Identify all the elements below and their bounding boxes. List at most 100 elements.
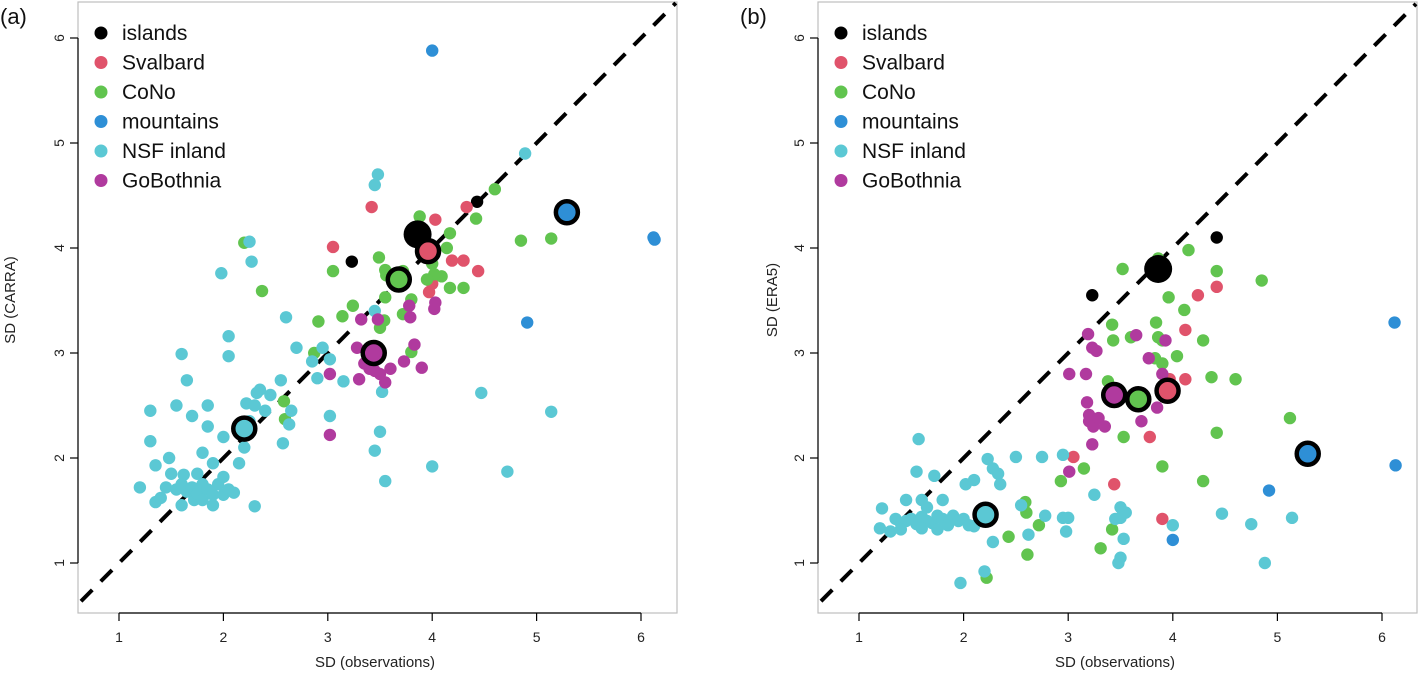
point-mountains <box>648 233 661 246</box>
mean-point-nsf-inland <box>231 415 258 442</box>
legend-marker-mountains <box>834 115 848 128</box>
point-cono <box>1205 370 1218 384</box>
point-cono <box>440 241 454 255</box>
point-nsf-inland <box>1285 511 1299 525</box>
point-nsf-inland <box>1022 528 1035 541</box>
point-gobothnia <box>403 299 416 312</box>
y-tick-label-b: 2 <box>791 454 807 462</box>
legend-marker-nsf-inland <box>94 144 108 158</box>
point-nsf-inland <box>368 444 381 457</box>
point-cono <box>346 299 360 312</box>
point-nsf-inland <box>1009 450 1023 464</box>
point-nsf-inland <box>986 535 1000 549</box>
legend-label-cono: CoNo <box>862 81 916 104</box>
point-gobothnia <box>355 313 368 326</box>
point-nsf-inland <box>1014 499 1028 512</box>
point-cono <box>1229 373 1242 386</box>
x-tick-label-a: 2 <box>220 629 228 645</box>
point-gobothnia <box>415 361 428 374</box>
x-tick-label-b: 2 <box>960 629 968 645</box>
point-nsf-inland <box>884 525 897 538</box>
point-svalbard <box>1179 373 1192 386</box>
point-nsf-inland <box>1088 488 1101 501</box>
point-nsf-inland <box>323 409 337 423</box>
point-cono <box>443 227 457 240</box>
point-nsf-inland <box>282 418 296 431</box>
point-gobothnia <box>1142 352 1155 365</box>
point-cono <box>1255 274 1268 287</box>
legend-marker-gobothnia <box>94 174 108 187</box>
point-gobothnia <box>350 341 364 354</box>
point-nsf-inland <box>258 404 272 417</box>
point-gobothnia <box>1063 465 1076 478</box>
point-cono <box>1196 334 1210 347</box>
point-cono <box>1116 262 1129 276</box>
point-nsf-inland <box>899 493 913 507</box>
point-mountains <box>1262 484 1276 497</box>
point-nsf-inland <box>206 488 220 501</box>
point-cono <box>457 281 470 295</box>
point-mountains <box>426 44 439 57</box>
y-axis-title-a: SD (CARRA) <box>2 256 19 344</box>
point-nsf-inland <box>375 385 389 399</box>
x-tick-label-b: 4 <box>1169 629 1177 645</box>
point-nsf-inland <box>967 473 981 487</box>
point-nsf-inland <box>144 404 157 417</box>
x-axis-title-b: SD (observations) <box>1055 654 1175 671</box>
point-nsf-inland <box>154 491 167 505</box>
point-nsf-inland <box>371 168 385 181</box>
point-nsf-inland <box>175 347 188 361</box>
point-nsf-inland <box>196 446 209 459</box>
point-mountains <box>1388 316 1401 329</box>
point-gobothnia <box>384 362 397 375</box>
point-cono <box>413 210 426 223</box>
point-cono <box>1106 334 1120 347</box>
y-tick-label-a: 3 <box>51 349 67 357</box>
mean-point-gobothnia <box>1100 381 1128 409</box>
point-islands <box>470 195 484 208</box>
point-cono <box>420 273 434 286</box>
point-nsf-inland <box>954 576 967 590</box>
point-svalbard <box>1156 512 1169 526</box>
point-nsf-inland <box>201 420 214 433</box>
legend-marker-mountains <box>94 115 108 128</box>
point-gobothnia <box>1150 401 1164 414</box>
point-svalbard <box>1067 450 1080 464</box>
point-gobothnia <box>1079 367 1093 381</box>
point-nsf-inland <box>1035 450 1049 464</box>
point-nsf-inland <box>245 255 258 268</box>
legend-marker-svalbard <box>94 56 108 69</box>
point-nsf-inland <box>373 425 387 438</box>
point-nsf-inland <box>1119 506 1132 519</box>
point-nsf-inland <box>290 341 303 354</box>
point-gobothnia <box>323 367 337 381</box>
legend-label-mountains: mountains <box>122 111 219 134</box>
point-cono <box>1196 474 1210 488</box>
point-nsf-inland <box>165 467 178 480</box>
mean-point-svalbard <box>414 237 442 265</box>
point-nsf-inland <box>1215 507 1229 520</box>
x-tick-label-a: 5 <box>533 629 541 645</box>
point-gobothnia <box>1098 420 1112 433</box>
point-nsf-inland <box>144 435 157 448</box>
point-nsf-inland <box>185 409 199 423</box>
point-svalbard <box>1143 430 1156 444</box>
point-cono <box>1077 462 1091 475</box>
x-tick-label-a: 1 <box>115 629 123 645</box>
point-gobothnia <box>404 311 417 324</box>
point-gobothnia <box>1063 367 1076 381</box>
point-nsf-inland <box>920 501 934 514</box>
point-nsf-inland <box>201 399 214 412</box>
point-gobothnia <box>1081 327 1095 341</box>
point-nsf-inland <box>238 441 251 454</box>
point-nsf-inland <box>227 486 241 499</box>
point-nsf-inland <box>379 474 392 488</box>
point-cono <box>1178 303 1191 317</box>
y-tick-label-b: 1 <box>791 559 807 567</box>
y-tick-label-a: 5 <box>51 139 67 147</box>
point-nsf-inland <box>170 399 183 412</box>
point-nsf-inland <box>217 470 230 484</box>
point-nsf-inland <box>936 493 949 507</box>
panel-b: (b) 1 2 3 4 5 6 1 2 3 4 5 6 islands Svalbard CoNo moun… <box>740 1 1418 671</box>
